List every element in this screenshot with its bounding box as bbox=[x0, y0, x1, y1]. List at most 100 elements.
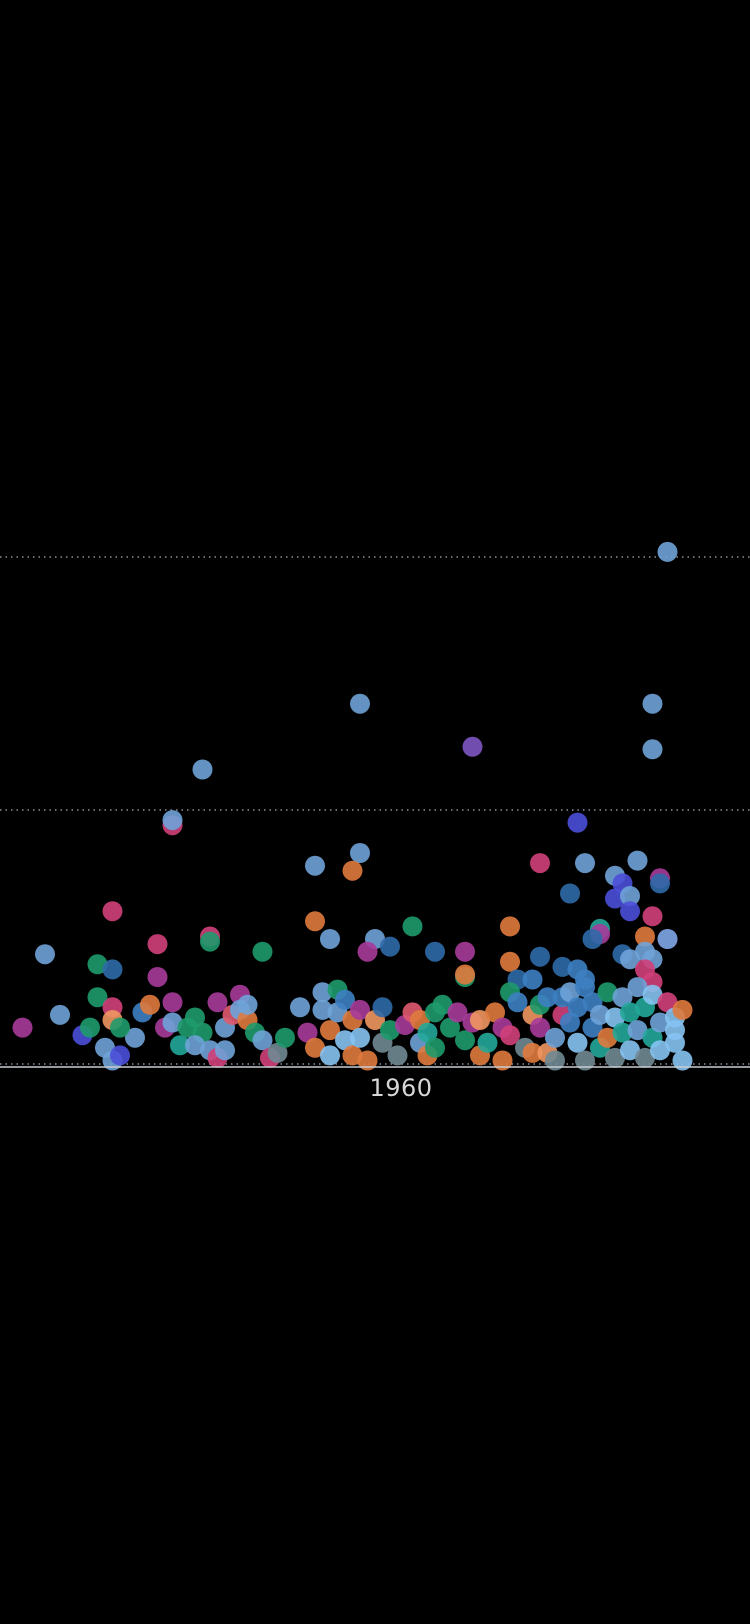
data-point[interactable] bbox=[125, 1027, 145, 1048]
data-point[interactable] bbox=[305, 911, 325, 932]
data-point[interactable] bbox=[672, 1050, 693, 1071]
data-point[interactable] bbox=[357, 1050, 378, 1071]
data-point[interactable] bbox=[650, 1040, 670, 1061]
data-point[interactable] bbox=[50, 1004, 70, 1025]
data-point[interactable] bbox=[635, 926, 655, 947]
data-point[interactable] bbox=[605, 1047, 625, 1068]
data-point[interactable] bbox=[305, 855, 325, 876]
data-point[interactable] bbox=[627, 1020, 648, 1041]
data-point[interactable] bbox=[545, 1027, 565, 1048]
data-point[interactable] bbox=[530, 1017, 550, 1038]
data-point[interactable] bbox=[350, 693, 370, 714]
data-point[interactable] bbox=[605, 1007, 625, 1028]
data-point[interactable] bbox=[305, 1037, 325, 1058]
data-point[interactable] bbox=[402, 916, 423, 937]
data-point[interactable] bbox=[537, 987, 558, 1008]
data-point[interactable] bbox=[162, 810, 183, 831]
data-point[interactable] bbox=[267, 1042, 288, 1063]
data-point[interactable] bbox=[342, 860, 363, 881]
data-point[interactable] bbox=[320, 929, 340, 949]
data-point[interactable] bbox=[252, 941, 273, 962]
data-point[interactable] bbox=[342, 1045, 363, 1066]
data-point[interactable] bbox=[605, 888, 625, 909]
data-point[interactable] bbox=[335, 989, 355, 1010]
data-point[interactable] bbox=[470, 1010, 490, 1030]
data-point[interactable] bbox=[320, 1020, 340, 1041]
data-point[interactable] bbox=[350, 843, 370, 863]
data-point[interactable] bbox=[237, 994, 258, 1015]
data-point[interactable] bbox=[80, 1017, 100, 1038]
data-point[interactable] bbox=[290, 997, 310, 1018]
data-point[interactable] bbox=[455, 941, 475, 962]
data-point[interactable] bbox=[350, 999, 370, 1020]
data-point[interactable] bbox=[425, 1037, 445, 1058]
data-point[interactable] bbox=[635, 1047, 655, 1068]
data-point[interactable] bbox=[657, 541, 678, 562]
data-point[interactable] bbox=[500, 951, 520, 972]
data-point[interactable] bbox=[530, 853, 550, 874]
data-point[interactable] bbox=[612, 987, 633, 1008]
data-point[interactable] bbox=[642, 906, 663, 927]
data-point[interactable] bbox=[500, 916, 520, 937]
data-point[interactable] bbox=[162, 992, 183, 1013]
data-point[interactable] bbox=[185, 1007, 205, 1028]
data-point[interactable] bbox=[545, 1050, 565, 1071]
data-point[interactable] bbox=[627, 850, 648, 871]
data-point[interactable] bbox=[425, 941, 445, 962]
data-point[interactable] bbox=[387, 1045, 408, 1066]
data-point[interactable] bbox=[500, 1025, 520, 1046]
data-point[interactable] bbox=[200, 931, 220, 952]
data-point[interactable] bbox=[162, 1012, 183, 1033]
data-point[interactable] bbox=[252, 1030, 273, 1051]
data-point[interactable] bbox=[627, 977, 648, 998]
data-point[interactable] bbox=[590, 1004, 610, 1025]
data-point[interactable] bbox=[552, 956, 573, 977]
data-point[interactable] bbox=[642, 984, 663, 1005]
data-point[interactable] bbox=[440, 1017, 460, 1038]
data-point[interactable] bbox=[357, 941, 378, 962]
data-point[interactable] bbox=[102, 959, 123, 980]
data-point[interactable] bbox=[320, 1045, 340, 1066]
data-point[interactable] bbox=[642, 739, 663, 760]
data-point[interactable] bbox=[575, 853, 595, 874]
data-point[interactable] bbox=[620, 901, 640, 922]
data-point[interactable] bbox=[642, 693, 663, 714]
data-point[interactable] bbox=[575, 977, 595, 998]
data-point[interactable] bbox=[297, 1022, 318, 1043]
data-point[interactable] bbox=[560, 982, 580, 1003]
data-point[interactable] bbox=[215, 1040, 235, 1061]
data-point[interactable] bbox=[657, 929, 678, 949]
data-point[interactable] bbox=[147, 934, 168, 955]
data-point[interactable] bbox=[485, 1002, 505, 1023]
data-point[interactable] bbox=[207, 992, 228, 1013]
data-point[interactable] bbox=[612, 1022, 633, 1043]
data-point[interactable] bbox=[380, 1020, 400, 1041]
data-point[interactable] bbox=[575, 1050, 595, 1071]
data-point[interactable] bbox=[380, 936, 400, 957]
data-point[interactable] bbox=[560, 883, 580, 904]
data-point[interactable] bbox=[12, 1017, 33, 1038]
data-point[interactable] bbox=[507, 992, 528, 1013]
data-point[interactable] bbox=[560, 1012, 580, 1033]
data-point[interactable] bbox=[620, 949, 640, 970]
data-point[interactable] bbox=[312, 982, 333, 1003]
data-point[interactable] bbox=[620, 886, 640, 906]
data-point[interactable] bbox=[582, 929, 603, 949]
data-point[interactable] bbox=[147, 967, 168, 987]
data-point[interactable] bbox=[455, 1030, 475, 1051]
data-point[interactable] bbox=[35, 944, 55, 965]
data-point[interactable] bbox=[110, 1045, 130, 1066]
data-point[interactable] bbox=[275, 1027, 295, 1048]
data-point[interactable] bbox=[672, 999, 693, 1020]
data-point[interactable] bbox=[335, 1030, 355, 1051]
data-point[interactable] bbox=[522, 969, 543, 990]
data-point[interactable] bbox=[192, 759, 213, 780]
data-point[interactable] bbox=[620, 1040, 640, 1061]
data-point[interactable] bbox=[350, 1027, 370, 1048]
data-point[interactable] bbox=[522, 1042, 543, 1063]
data-point[interactable] bbox=[530, 946, 550, 967]
data-point[interactable] bbox=[417, 1022, 438, 1043]
data-point[interactable] bbox=[462, 736, 483, 757]
data-point[interactable] bbox=[87, 987, 108, 1008]
data-point[interactable] bbox=[140, 994, 160, 1015]
